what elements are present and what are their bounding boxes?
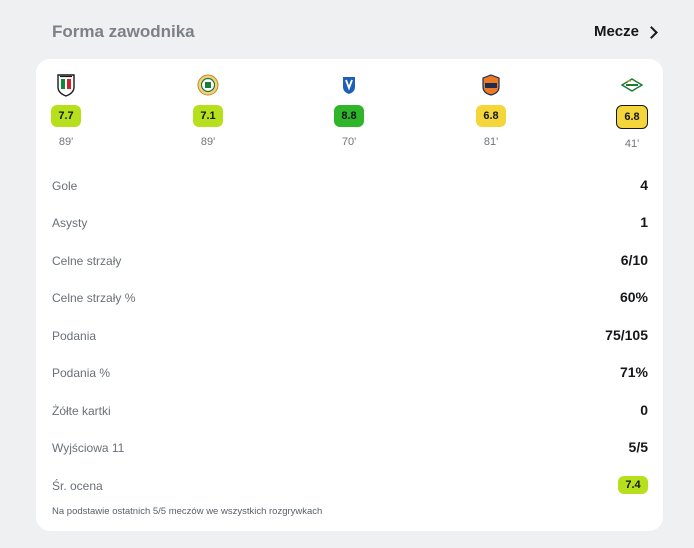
zaglebie-crest-icon [197, 73, 219, 97]
stat-label: Gole [52, 179, 78, 193]
match-minutes: 70' [341, 136, 357, 148]
match-minutes: 89' [58, 136, 74, 148]
lech-crest-icon [338, 73, 360, 97]
matches-link[interactable]: Mecze [593, 23, 658, 40]
stat-row: Gole 4 [52, 175, 648, 195]
stat-value: 71% [619, 364, 648, 380]
match-rating: 6.8 [616, 105, 648, 129]
stat-row: Asysty 1 [52, 212, 648, 232]
stat-value: 4 [640, 177, 648, 193]
chevron-right-icon [645, 25, 658, 39]
stat-label: Asysty [52, 216, 88, 230]
stat-label: Żółte kartki [52, 404, 111, 418]
stat-row: Podania 75/105 [52, 325, 648, 345]
stat-row: Podania % 71% [52, 362, 648, 382]
match-item[interactable]: 6.8 41' [602, 73, 662, 150]
lechia-crest-icon [621, 73, 643, 97]
match-rating: 7.1 [193, 105, 223, 127]
stat-label: Wyjściowa 11 [52, 441, 125, 455]
stat-label: Celne strzały [52, 254, 122, 268]
match-item[interactable]: 7.1 89' [178, 73, 238, 148]
stat-value: 60% [619, 289, 648, 305]
stat-value: 1 [640, 214, 648, 230]
match-rating: 8.8 [334, 105, 364, 127]
footnote: Na podstawie ostatnich 5/5 meczów we wsz… [52, 506, 323, 517]
match-rating: 7.7 [51, 105, 81, 127]
section-header: Forma zawodnika Mecze [0, 0, 694, 60]
stat-row: Celne strzały 6/10 [52, 250, 648, 270]
bruk-bet-crest-icon [480, 73, 502, 97]
player-form-card: 7.7 89' 7.1 89' 8.8 70' [36, 59, 663, 531]
stat-label: Śr. ocena [52, 479, 103, 493]
stat-row: Żółte kartki 0 [52, 400, 648, 420]
matches-link-label: Mecze [593, 23, 639, 40]
stat-label: Podania % [52, 366, 111, 380]
section-title: Forma zawodnika [52, 22, 195, 41]
match-minutes: 81' [483, 136, 499, 148]
match-item[interactable]: 6.8 81' [461, 73, 521, 148]
stat-label: Celne strzały % [52, 291, 136, 305]
stat-label: Podania [52, 329, 97, 343]
stat-row: Celne strzały % 60% [52, 287, 648, 307]
legia-crest-icon [55, 73, 77, 97]
stat-row: Wyjściowa 11 5/5 [52, 437, 648, 457]
stat-value: 75/105 [605, 327, 648, 343]
match-minutes: 89' [200, 136, 216, 148]
stat-value: 6/10 [620, 252, 648, 268]
match-item[interactable]: 7.7 89' [36, 73, 96, 148]
average-rating-badge: 7.4 [618, 476, 648, 494]
stat-value: 5/5 [628, 439, 648, 455]
average-rating-row: Śr. ocena 7.4 [52, 475, 648, 495]
match-rating: 6.8 [476, 105, 506, 127]
stat-value: 0 [640, 402, 648, 418]
match-item[interactable]: 8.8 70' [319, 73, 379, 148]
match-minutes: 41' [624, 138, 640, 150]
